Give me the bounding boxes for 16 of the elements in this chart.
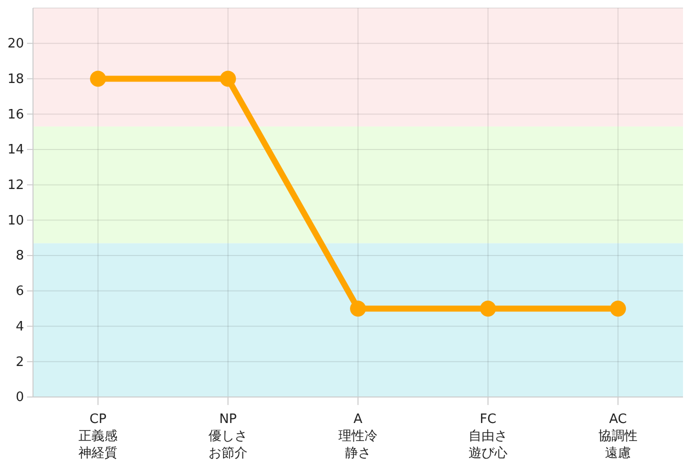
x-tick-label: AC 協調性遠慮: [598, 411, 638, 462]
y-tick-label: 2: [16, 354, 24, 370]
y-tick-label: 12: [7, 178, 24, 193]
y-tick-label: 16: [7, 107, 24, 122]
y-tick-label: 18: [7, 72, 24, 87]
y-tick-label: 0: [16, 390, 24, 406]
x-tick-label: FC 自由さ遊び心: [468, 411, 508, 462]
x-tick-label: CP 正義感神経質: [78, 411, 118, 462]
y-tick-label: 8: [16, 248, 24, 264]
y-tick-label: 14: [7, 142, 24, 158]
y-tick-label: 4: [16, 319, 24, 334]
y-tick-label: 6: [16, 284, 24, 300]
x-tick-label: A 理性冷静さ: [338, 411, 378, 462]
y-tick-label: 20: [7, 36, 24, 52]
x-tick-label: NP 優しさお節介: [208, 411, 248, 462]
y-tick-label: 10: [7, 213, 24, 228]
